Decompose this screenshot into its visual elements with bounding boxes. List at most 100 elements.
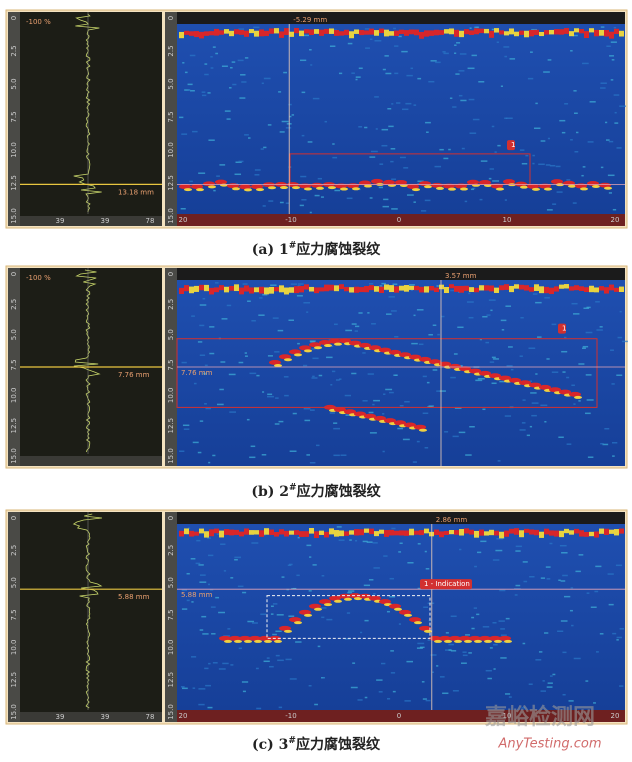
speckle xyxy=(198,703,205,706)
speckle xyxy=(413,314,416,317)
speckle xyxy=(521,707,526,709)
speckle xyxy=(375,128,378,130)
speckle xyxy=(373,567,380,569)
surface-echo xyxy=(509,285,514,293)
surface-echo xyxy=(269,286,274,294)
speckle xyxy=(471,627,475,630)
crack-echo xyxy=(419,356,431,362)
speckle xyxy=(500,634,507,636)
speckle xyxy=(392,690,396,693)
speckle xyxy=(612,442,618,444)
surface-echo xyxy=(514,528,519,535)
speckle xyxy=(464,200,468,203)
speckle xyxy=(355,76,361,78)
speckle xyxy=(399,156,406,159)
surface-echo xyxy=(314,287,319,294)
speckle xyxy=(338,72,343,75)
surface-echo xyxy=(594,531,599,538)
surface-echo xyxy=(364,286,369,293)
speckle xyxy=(496,41,499,43)
speckle xyxy=(277,659,284,662)
speckle xyxy=(571,624,574,627)
bscan-cursor-label: 3.57 mm xyxy=(445,272,477,280)
speckle xyxy=(417,543,421,545)
surface-echo xyxy=(459,529,464,536)
speckle xyxy=(196,539,201,542)
speckle xyxy=(181,687,188,690)
surface-echo xyxy=(304,531,309,537)
speckle xyxy=(564,103,569,105)
surface-echo xyxy=(424,528,429,534)
speckle xyxy=(368,411,374,414)
speckle xyxy=(268,200,274,202)
speckle xyxy=(186,572,190,575)
speckle xyxy=(499,589,506,592)
speckle xyxy=(279,131,285,133)
speckle xyxy=(199,304,207,306)
speckle xyxy=(594,590,599,593)
surface-echo xyxy=(294,286,299,294)
speckle xyxy=(297,342,300,345)
speckle xyxy=(303,302,311,304)
speckle xyxy=(535,102,538,105)
surface-echo xyxy=(264,528,269,535)
surface-echo xyxy=(229,529,234,536)
indication-marker: 1 xyxy=(511,141,515,149)
speckle xyxy=(508,696,512,698)
speckle xyxy=(244,57,249,59)
speckle xyxy=(439,390,446,392)
surface-echo xyxy=(224,286,229,293)
crack-echo xyxy=(499,375,511,381)
speckle xyxy=(422,698,427,700)
ascan-depth-tick: 10.0 xyxy=(10,388,18,404)
surface-echo xyxy=(204,531,209,538)
speckle xyxy=(610,79,614,81)
speckle xyxy=(300,59,307,62)
ascan-amplitude-label: -100 % xyxy=(26,274,51,282)
caption: (b) 2#应力腐蚀裂纹 xyxy=(251,483,381,501)
speckle xyxy=(383,198,389,201)
speckle xyxy=(254,169,261,171)
surface-echo xyxy=(249,287,254,294)
speckle xyxy=(619,105,626,107)
speckle xyxy=(469,132,477,134)
speckle xyxy=(388,296,395,298)
ascan-depth-tick: 10.0 xyxy=(10,640,18,656)
speckle xyxy=(254,174,260,176)
speckle xyxy=(205,407,211,410)
surface-echo xyxy=(369,528,374,535)
ascan-amplitude-tick: 78 xyxy=(146,217,155,225)
speckle xyxy=(192,687,196,689)
speckle xyxy=(426,381,430,384)
speckle xyxy=(501,329,505,331)
ascan-scale-bar xyxy=(20,216,162,226)
surface-echo xyxy=(534,29,539,35)
surface-echo xyxy=(544,286,549,294)
speckle xyxy=(382,68,386,71)
speckle xyxy=(521,422,526,424)
speckle xyxy=(334,189,341,192)
crack-echo xyxy=(279,625,291,631)
speckle xyxy=(617,336,623,339)
speckle xyxy=(262,293,268,296)
crack-echo xyxy=(284,358,292,362)
surface-echo xyxy=(449,529,454,535)
speckle xyxy=(247,620,255,623)
speckle xyxy=(492,622,497,624)
speckle xyxy=(306,544,312,547)
speckle xyxy=(480,160,488,162)
speckle xyxy=(242,283,248,285)
surface-echo xyxy=(524,528,529,533)
crack-echo xyxy=(324,344,332,348)
surface-echo xyxy=(379,28,384,34)
crack-echo xyxy=(371,178,383,184)
surface-echo xyxy=(519,284,524,290)
speckle xyxy=(197,341,203,343)
bscan-depth-tick: 10.0 xyxy=(167,142,175,158)
speckle xyxy=(468,98,475,101)
speckle xyxy=(561,131,566,134)
speckle xyxy=(238,647,242,650)
speckle xyxy=(362,540,368,543)
speckle xyxy=(587,456,594,458)
crack-echo xyxy=(479,635,491,641)
